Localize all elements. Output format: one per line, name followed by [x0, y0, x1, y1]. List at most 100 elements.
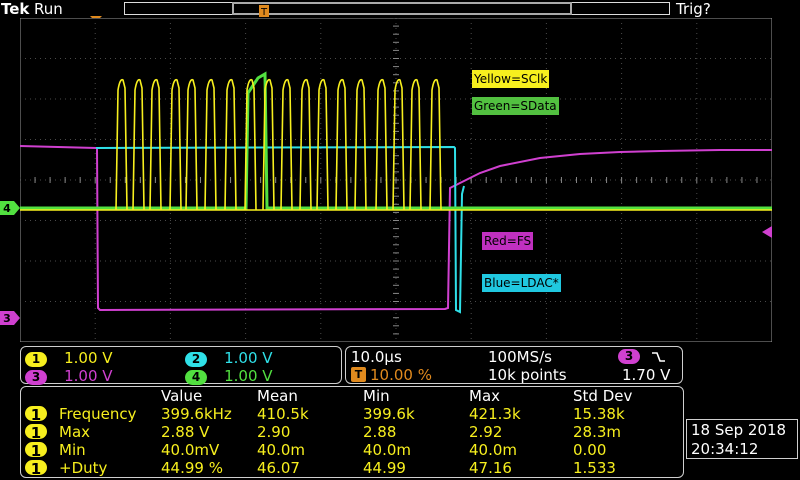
- ch4-badge: 4: [185, 370, 207, 385]
- meas-name: Max: [59, 423, 91, 441]
- ch1-scale-value: 1.00 V: [64, 349, 113, 367]
- vertical-scale-panel[interactable]: 1 1.00 V 2 1.00 V 3 1.00 V 4 1.00 V: [20, 346, 342, 385]
- sclk-pulse: [392, 78, 405, 211]
- trigger-status: Trig?: [676, 0, 711, 18]
- sample-rate: 100MS/s: [488, 348, 552, 366]
- ch3-scale-value: 1.00 V: [64, 367, 113, 385]
- brand-logo: Tek: [1, 0, 30, 18]
- record-view-window[interactable]: [232, 2, 572, 15]
- record-length: 10k points: [488, 366, 567, 384]
- header-value: Value: [161, 387, 203, 405]
- ch3-scale[interactable]: 3 1.00 V: [25, 366, 113, 385]
- meas-std-dev: 28.3m: [573, 423, 622, 441]
- meas-value: 399.6kHz: [161, 405, 232, 423]
- measurement-row[interactable]: 1 Min 40.0mV 40.0m 40.0m 40.0m 0.00: [21, 441, 687, 460]
- label-yellow-sclk: Yellow=SClk: [472, 70, 550, 88]
- ch4-scale[interactable]: 4 1.00 V: [185, 366, 273, 385]
- ch4-scale-value: 1.00 V: [224, 367, 273, 385]
- waveform-display[interactable]: [20, 18, 772, 342]
- acquisition-state[interactable]: Run: [34, 0, 63, 18]
- svg-text:4: 4: [3, 202, 11, 215]
- trigger-position-badge: T: [351, 367, 366, 382]
- time-per-div[interactable]: 10.0µs: [351, 348, 402, 366]
- measurements-header: Value Mean Min Max Std Dev: [21, 387, 687, 405]
- svg-text:T: T: [260, 7, 268, 18]
- sclk-pulse: [185, 78, 198, 211]
- meas-max: 2.92: [469, 423, 503, 441]
- sclk-pulse: [429, 78, 442, 211]
- meas-min: 399.6k: [363, 405, 415, 423]
- ch2-scale-value: 1.00 V: [224, 349, 273, 367]
- ch3-badge: 3: [25, 370, 47, 385]
- meas-max: 421.3k: [469, 405, 521, 423]
- meas-max: 40.0m: [469, 441, 518, 459]
- label-green-sdata: Green=SData: [472, 97, 559, 115]
- meas-min: 44.99: [363, 459, 406, 477]
- ch1-scale[interactable]: 1 1.00 V: [25, 348, 113, 367]
- sclk-pulse: [354, 78, 367, 211]
- ch4-waveform: [20, 71, 772, 210]
- measurement-row[interactable]: 1 +Duty 44.99 % 46.07 44.99 47.16 1.533: [21, 459, 687, 478]
- sclk-pulse: [132, 78, 145, 211]
- meas-std-dev: 0.00: [573, 441, 607, 459]
- ch2-badge: 2: [185, 352, 207, 367]
- trigger-source-badge[interactable]: 3: [618, 349, 640, 364]
- status-bar: Tek Run T Trig?: [0, 0, 800, 18]
- meas-value: 40.0mV: [161, 441, 220, 459]
- sclk-pulse: [375, 78, 388, 211]
- date-display: 18 Sep 2018: [691, 421, 787, 439]
- header-max: Max: [469, 387, 501, 405]
- measurement-source-badge: 1: [25, 442, 47, 460]
- sclk-pulse: [149, 78, 162, 211]
- label-red-fs: Red=FS: [482, 232, 534, 250]
- meas-max: 47.16: [469, 459, 512, 477]
- meas-mean: 410.5k: [257, 405, 309, 423]
- ch2-scale[interactable]: 2 1.00 V: [185, 348, 273, 367]
- meas-std-dev: 1.533: [573, 459, 616, 477]
- meas-name: Frequency: [59, 405, 137, 423]
- meas-value: 2.88 V: [161, 423, 210, 441]
- falling-edge-icon: [652, 352, 665, 362]
- measurements-panel[interactable]: Value Mean Min Max Std Dev 1 Frequency 399…: [20, 386, 684, 478]
- ch3-waveform: [20, 145, 772, 312]
- ch3-ground-marker[interactable]: 3: [0, 310, 22, 326]
- trigger-position-value[interactable]: 10.00 %: [370, 366, 432, 384]
- sclk-pulse: [224, 78, 237, 211]
- svg-text:3: 3: [3, 312, 11, 325]
- ch4-ground-marker[interactable]: 4: [0, 200, 22, 216]
- header-min: Min: [363, 387, 390, 405]
- trigger-level-marker[interactable]: [760, 226, 772, 238]
- measurement-row[interactable]: 1 Frequency 399.6kHz 410.5k 399.6k 421.3k 15.3…: [21, 405, 687, 424]
- ch1-waveform: [20, 78, 772, 211]
- meas-min: 40.0m: [363, 441, 412, 459]
- header-mean: Mean: [257, 387, 298, 405]
- label-blue-ldac: Blue=LDAC*: [482, 274, 561, 292]
- meas-name: Min: [59, 441, 86, 459]
- sclk-pulse: [335, 78, 348, 211]
- ch2-waveform: [95, 145, 465, 314]
- meas-mean: 46.07: [257, 459, 300, 477]
- meas-mean: 2.90: [257, 423, 291, 441]
- meas-value: 44.99 %: [161, 459, 223, 477]
- trigger-level[interactable]: 1.70 V: [622, 366, 671, 384]
- sclk-pulse: [204, 78, 217, 211]
- measurement-row[interactable]: 1 Max 2.88 V 2.90 2.88 2.92 28.3m: [21, 423, 687, 442]
- record-trigger-marker: T: [259, 5, 269, 18]
- time-display: 20:34:12: [691, 440, 759, 458]
- sclk-pulse: [244, 78, 257, 211]
- datetime-box: 18 Sep 2018 20:34:12: [686, 419, 798, 459]
- header-std-dev: Std Dev: [573, 387, 633, 405]
- measurement-source-badge: 1: [25, 460, 47, 478]
- meas-name: +Duty: [59, 459, 108, 477]
- sclk-pulse: [280, 78, 293, 211]
- meas-std-dev: 15.38k: [573, 405, 625, 423]
- sclk-pulse: [115, 78, 128, 211]
- horizontal-trigger-panel[interactable]: 10.0µs 100MS/s T 10.00 % 10k points 3 1.…: [345, 346, 683, 384]
- sclk-pulse: [316, 78, 329, 211]
- sclk-pulse: [299, 78, 312, 211]
- ch1-badge: 1: [25, 352, 47, 367]
- sclk-pulse: [409, 78, 422, 211]
- meas-mean: 40.0m: [257, 441, 306, 459]
- measurement-source-badge: 1: [25, 424, 47, 442]
- sclk-pulse: [262, 78, 275, 211]
